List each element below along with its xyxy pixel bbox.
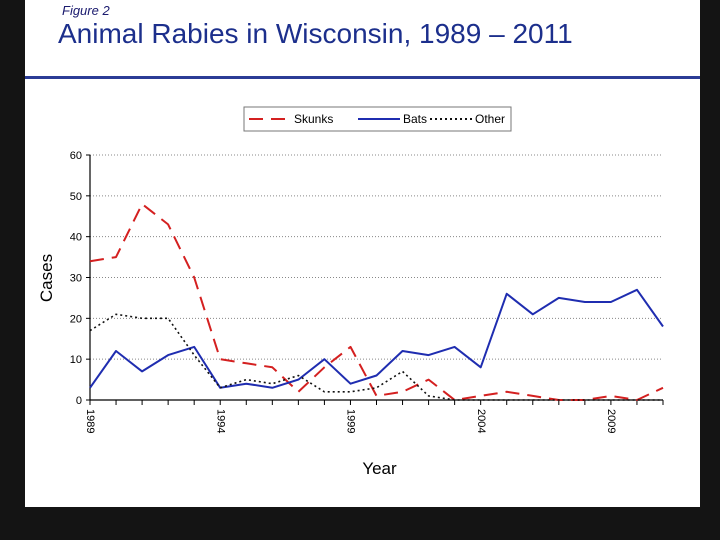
y-tick-label: 50 <box>70 191 82 203</box>
legend: Skunks Bats Other <box>243 106 512 132</box>
x-tick-label: 1989 <box>84 409 96 433</box>
title-divider <box>25 76 700 79</box>
y-tick-label: 10 <box>70 354 82 366</box>
series-line-skunks <box>89 203 664 401</box>
slide: Figure 2 Animal Rabies in Wisconsin, 198… <box>25 0 700 507</box>
legend-label-bats: Bats <box>403 112 427 126</box>
x-tick-label: 1994 <box>214 409 226 433</box>
legend-label-other: Other <box>475 112 505 126</box>
figure-label: Figure 2 <box>62 3 110 18</box>
y-tick-label: 20 <box>70 313 82 325</box>
x-axis-label: Year <box>362 459 397 478</box>
slide-title: Animal Rabies in Wisconsin, 1989 – 2011 <box>58 18 573 49</box>
y-tick-label: 40 <box>70 232 82 244</box>
series-line-other <box>89 313 663 401</box>
x-tick-label: 2009 <box>605 409 617 433</box>
y-axis-label: Cases <box>37 254 56 302</box>
y-tick-label: 60 <box>70 150 82 162</box>
x-tick-label: 1999 <box>345 409 357 433</box>
series-line-bats <box>89 288 664 389</box>
legend-label-skunks: Skunks <box>294 112 333 126</box>
y-tick-label: 0 <box>76 395 82 407</box>
y-tick-label: 30 <box>70 273 82 285</box>
x-tick-label: 2004 <box>475 409 487 433</box>
